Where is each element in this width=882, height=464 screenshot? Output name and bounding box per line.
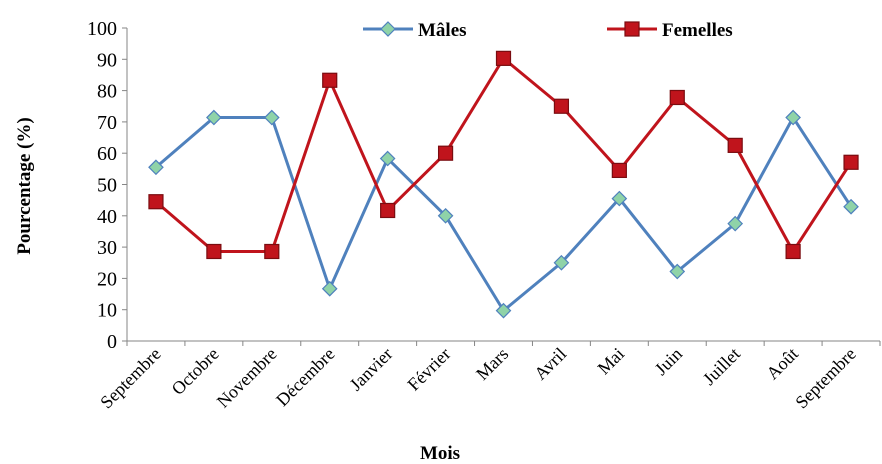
data-point [843, 154, 859, 170]
x-tick-label: Septembre [96, 344, 165, 413]
data-point [843, 198, 859, 215]
x-tick-label: Avril [530, 344, 570, 384]
x-tick-label: Décembre [272, 344, 338, 410]
x-tick-label: Mai [594, 344, 629, 379]
series-m-les [148, 109, 859, 319]
data-point [322, 72, 338, 88]
y-tick-label: 50 [97, 175, 117, 197]
x-tick-label: Octobre [168, 344, 223, 399]
data-point [553, 98, 570, 114]
data-point [669, 89, 685, 106]
data-point [321, 280, 338, 297]
legend-marker [624, 21, 640, 37]
data-point [669, 263, 686, 280]
x-tick-label: Août [762, 344, 802, 384]
data-point [611, 162, 627, 179]
x-tick-label: Juillet [699, 344, 744, 389]
series-femelles [148, 50, 859, 260]
data-point [437, 145, 454, 161]
data-point [263, 109, 280, 126]
x-tick-label: Novembre [213, 344, 281, 412]
y-axis-ticks: 0 10 20 30 40 50 60 70 80 90 100 [87, 18, 127, 353]
data-point [495, 50, 512, 66]
x-axis-title: Mois [420, 443, 460, 464]
x-tick-label: Mars [472, 344, 512, 384]
chart-axes [126, 28, 880, 342]
series-line [154, 56, 853, 253]
series-line [154, 116, 853, 313]
data-point [264, 243, 280, 260]
y-axis-title: Pourcentage (%) [14, 117, 35, 254]
data-point [148, 159, 164, 176]
legend-label: Femelles [662, 20, 733, 41]
data-point [206, 243, 222, 260]
data-point [785, 243, 801, 260]
y-tick-label: 70 [97, 112, 117, 134]
legend: Mâles Femelles [363, 20, 733, 41]
data-point [611, 190, 628, 207]
y-tick-label: 30 [97, 237, 117, 259]
x-tick-label: Janvier [346, 344, 397, 395]
y-tick-label: 0 [107, 331, 117, 353]
data-point [380, 202, 396, 219]
x-tick-label: Septembre [791, 344, 860, 413]
y-tick-label: 80 [97, 81, 117, 103]
data-point [206, 109, 222, 126]
data-point [785, 109, 801, 126]
data-point [727, 215, 744, 232]
legend-marker [380, 21, 396, 37]
data-point [727, 137, 743, 153]
data-point [148, 194, 164, 210]
data-point [495, 302, 512, 319]
y-tick-label: 90 [97, 49, 117, 71]
data-point [437, 207, 454, 224]
data-point [553, 254, 570, 271]
legend-item: Femelles [607, 20, 733, 41]
y-tick-label: 100 [87, 18, 117, 40]
y-tick-label: 10 [97, 300, 117, 322]
y-tick-label: 20 [97, 268, 117, 290]
legend-item: Mâles [363, 20, 467, 41]
x-tick-label: Juin [651, 344, 686, 379]
x-tick-label: Février [404, 344, 455, 395]
y-tick-label: 40 [97, 206, 117, 228]
data-point [379, 150, 396, 167]
series-group [148, 50, 859, 319]
legend-label: Mâles [418, 20, 467, 41]
y-tick-label: 60 [97, 143, 117, 165]
